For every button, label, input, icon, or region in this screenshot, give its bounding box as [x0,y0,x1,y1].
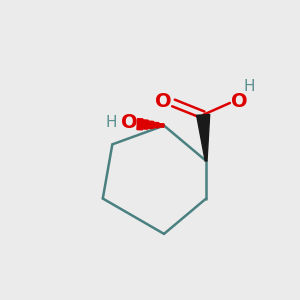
Polygon shape [142,120,148,129]
Text: H: H [105,116,117,130]
Text: O: O [155,92,171,111]
Polygon shape [148,121,154,128]
Polygon shape [153,122,159,128]
Polygon shape [196,114,210,161]
Text: O: O [121,113,137,132]
Polygon shape [159,124,164,127]
Polygon shape [137,118,143,130]
Text: O: O [231,92,248,111]
Text: H: H [244,79,255,94]
